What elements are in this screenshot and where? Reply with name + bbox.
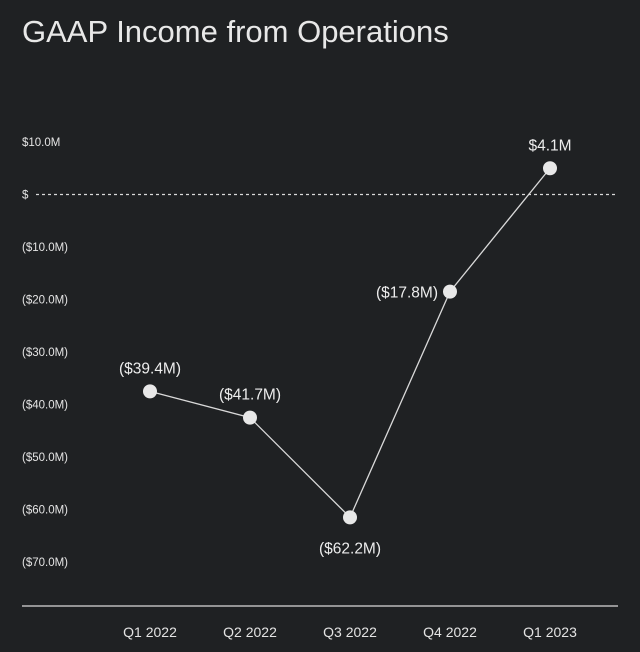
- data-label: ($17.8M): [376, 285, 438, 302]
- data-label: ($41.7M): [219, 387, 281, 404]
- x-tick-label: Q3 2022: [323, 624, 377, 640]
- x-axis: Q1 2022 Q2 2022 Q3 2022 Q4 2022 Q1 2023: [22, 605, 618, 640]
- y-tick-label: ($40.0M): [22, 400, 68, 412]
- x-tick-label: Q2 2022: [223, 624, 277, 640]
- series-line: [149, 167, 551, 519]
- y-tick-label: ($10.0M): [22, 242, 68, 254]
- data-label: ($62.2M): [319, 540, 381, 557]
- plot-area: ($39.4M) ($41.7M) ($62.2M) ($17.8M) $4.1M: [36, 137, 618, 557]
- x-tick-label: Q1 2022: [123, 624, 177, 640]
- y-tick-label: ($30.0M): [22, 347, 68, 359]
- chart-title: GAAP Income from Operations: [22, 14, 449, 49]
- y-tick-label: ($50.0M): [22, 452, 68, 464]
- data-point: [443, 284, 457, 299]
- data-label: $4.1M: [528, 137, 571, 154]
- data-point: [143, 384, 157, 399]
- y-tick-label: ($60.0M): [22, 505, 68, 517]
- y-axis: $10.0M $ ($10.0M) ($20.0M) ($30.0M) ($40.0M) (…: [22, 137, 68, 569]
- y-tick-label: ($70.0M): [22, 557, 68, 569]
- y-tick-label: $: [22, 190, 29, 202]
- data-point: [243, 410, 257, 425]
- x-tick-label: Q1 2023: [523, 624, 577, 640]
- data-point: [543, 161, 557, 176]
- data-label: ($39.4M): [119, 360, 181, 377]
- y-tick-label: ($20.0M): [22, 295, 68, 307]
- data-point: [343, 510, 357, 525]
- x-tick-label: Q4 2022: [423, 624, 477, 640]
- y-tick-label: $10.0M: [22, 137, 60, 149]
